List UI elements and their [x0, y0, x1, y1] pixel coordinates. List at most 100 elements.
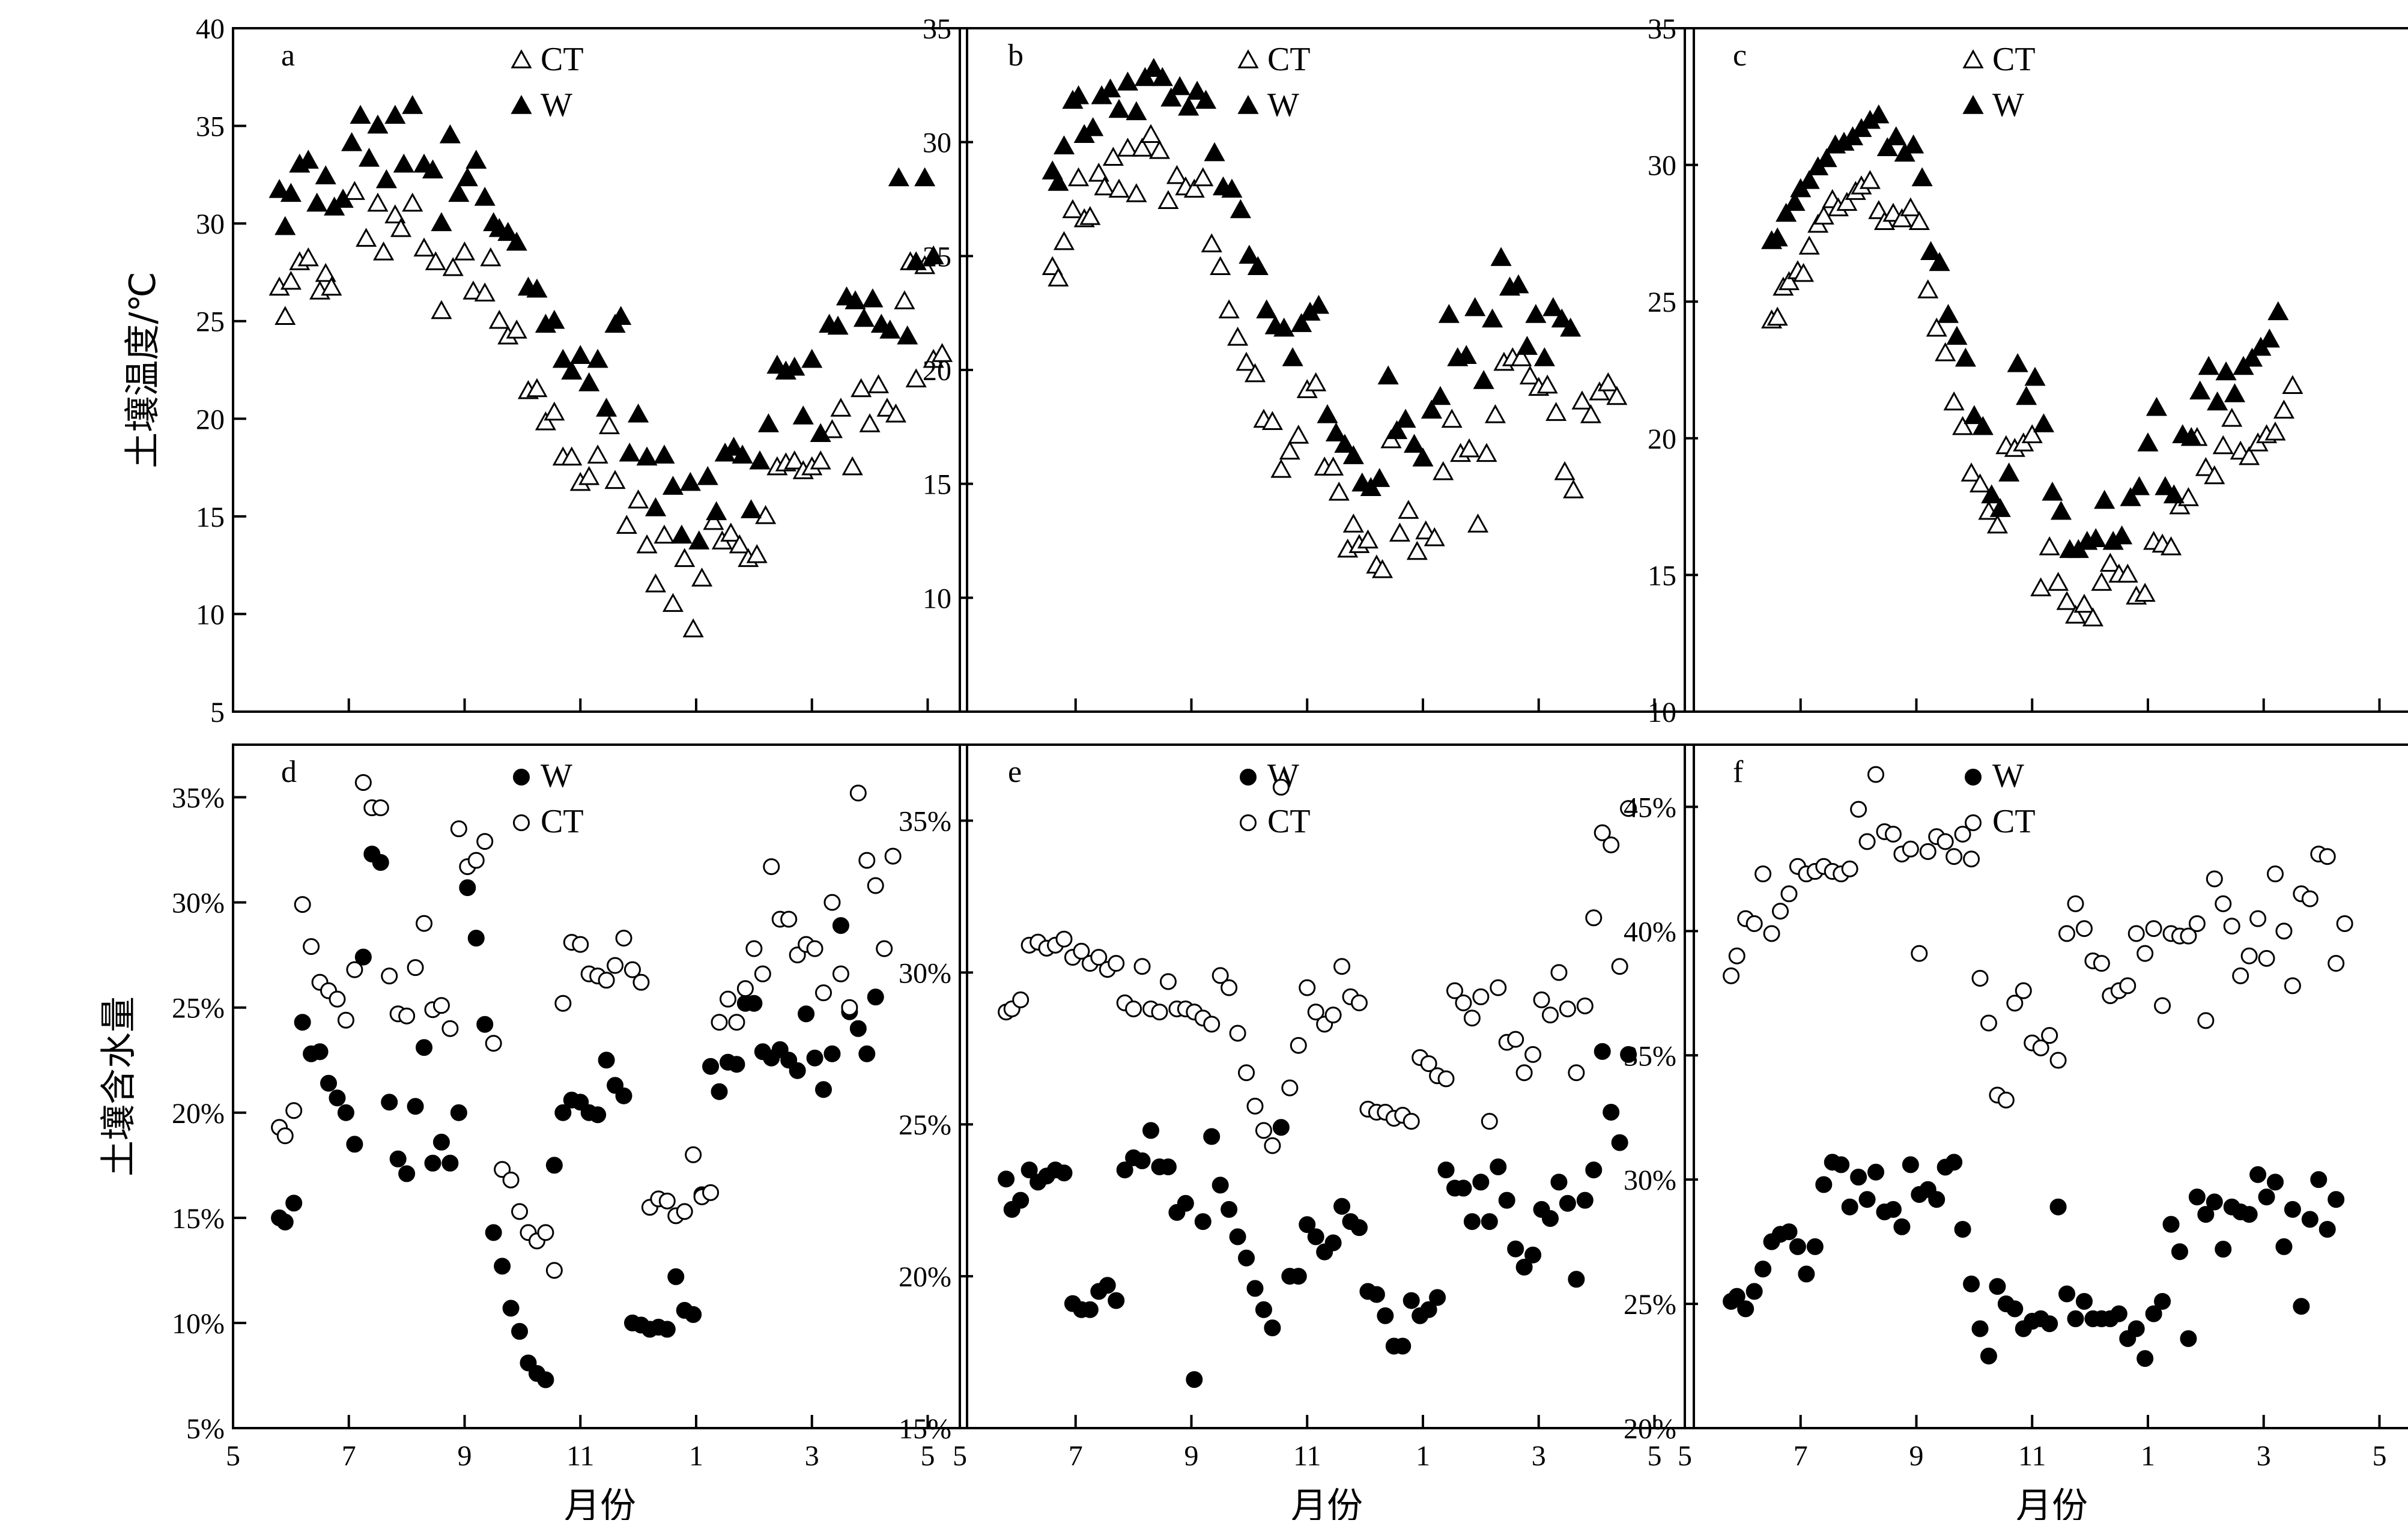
data-point	[1972, 416, 1994, 435]
data-point	[1116, 1161, 1133, 1179]
data-point	[879, 319, 901, 339]
data-point	[1100, 78, 1121, 98]
data-point	[2223, 918, 2240, 935]
data-point	[1317, 404, 1338, 423]
data-point	[821, 419, 843, 438]
data-point	[1867, 766, 1885, 783]
series-ct	[1761, 170, 2303, 626]
data-point	[1221, 178, 1243, 198]
data-point	[1299, 1216, 1316, 1234]
data-point	[2137, 945, 2154, 962]
data-point	[858, 1045, 876, 1062]
data-point	[367, 192, 389, 212]
data-point	[587, 444, 608, 464]
data-point	[2198, 356, 2219, 375]
data-point	[2067, 1310, 2084, 1327]
y-tick-label: 20	[196, 404, 225, 435]
data-point	[1946, 1154, 1963, 1171]
data-point	[453, 241, 476, 261]
data-point	[1917, 279, 1939, 298]
data-point	[1291, 313, 1312, 332]
legend-label-w: W	[541, 86, 572, 124]
series-w	[1761, 104, 2289, 559]
data-point	[1908, 211, 1930, 230]
data-point	[1270, 459, 1292, 478]
data-point	[745, 995, 763, 1012]
data-point	[1290, 1268, 1307, 1285]
data-point	[2189, 380, 2211, 400]
data-point	[1467, 513, 1489, 533]
data-point	[1798, 235, 1820, 255]
data-point	[474, 282, 496, 301]
data-point	[502, 1300, 520, 1317]
y-tick-label: 15	[196, 501, 225, 533]
data-point	[1143, 58, 1165, 77]
data-point	[1229, 1025, 1246, 1042]
data-point	[1412, 447, 1434, 467]
data-point	[610, 306, 632, 325]
data-point	[1140, 124, 1162, 144]
panel-letter: d	[281, 755, 297, 789]
x-tick-label: 5	[2372, 1440, 2386, 1472]
data-point	[1068, 167, 1090, 187]
data-point	[654, 524, 675, 544]
data-point	[1261, 411, 1283, 430]
data-point	[706, 501, 727, 521]
data-point	[1148, 140, 1171, 159]
data-point	[1798, 170, 1820, 189]
data-point	[561, 360, 583, 380]
data-point	[276, 1127, 294, 1145]
data-point	[1420, 1055, 1437, 1073]
data-point	[456, 167, 478, 187]
data-point	[1997, 1091, 2015, 1109]
data-point	[506, 319, 527, 339]
data-point	[2075, 1292, 2093, 1310]
data-point	[1420, 1301, 1437, 1318]
legend-marker-w	[513, 769, 530, 786]
y-tick-label: 35%	[172, 783, 225, 814]
data-point	[1498, 1191, 1515, 1209]
y-tick-label: 30	[1648, 150, 1676, 182]
plot-frame	[959, 743, 1695, 1429]
x-tick-label: 5	[1678, 1440, 1692, 1472]
data-point	[2119, 977, 2137, 995]
data-point	[1186, 1371, 1203, 1388]
data-point	[876, 940, 893, 957]
data-point	[526, 278, 548, 298]
data-point	[2021, 424, 2043, 443]
data-point	[274, 306, 296, 325]
data-point	[1935, 342, 1956, 362]
data-point	[402, 192, 423, 212]
data-point	[1415, 520, 1437, 540]
data-point	[1952, 416, 1974, 435]
data-point	[801, 348, 823, 368]
data-point	[1438, 304, 1460, 323]
data-point	[1455, 345, 1477, 364]
data-point	[439, 124, 461, 144]
data-point	[1377, 1307, 1394, 1324]
data-point	[2006, 1300, 2024, 1318]
data-point	[711, 1083, 728, 1100]
data-point	[1858, 833, 1876, 850]
data-point	[459, 879, 476, 897]
data-point	[569, 345, 591, 364]
plot-frame	[232, 743, 968, 1429]
data-point	[2239, 446, 2260, 465]
data-point	[1398, 500, 1419, 519]
plot-frame	[232, 27, 968, 713]
data-point	[372, 799, 389, 817]
data-point	[1212, 967, 1229, 984]
data-point	[1094, 176, 1115, 196]
data-point	[274, 216, 296, 235]
data-point	[998, 1170, 1015, 1188]
data-point	[346, 961, 363, 978]
data-point	[1021, 1161, 1038, 1179]
data-point	[294, 896, 311, 913]
data-point	[1389, 522, 1410, 542]
data-point	[2041, 1027, 2058, 1044]
data-point	[462, 280, 484, 300]
data-point	[1272, 1119, 1290, 1136]
data-point	[615, 1087, 632, 1104]
data-point	[2064, 604, 2087, 624]
data-point	[1308, 294, 1330, 314]
